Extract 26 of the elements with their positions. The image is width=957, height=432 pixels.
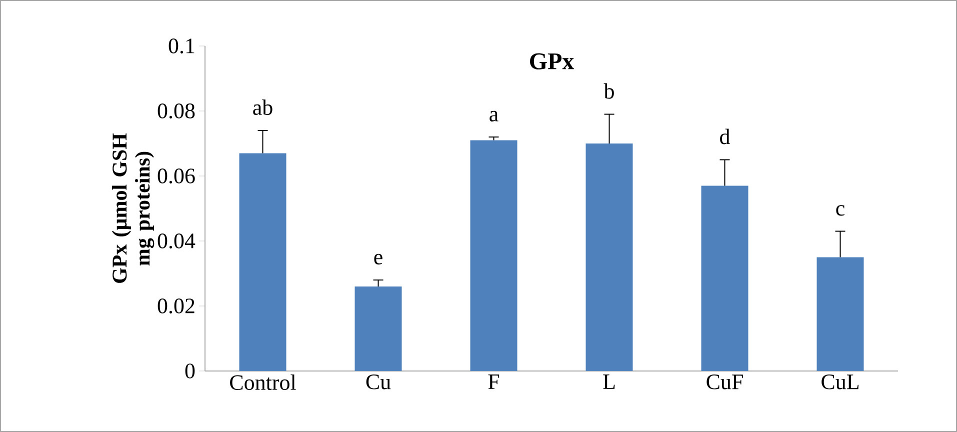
bar bbox=[239, 153, 286, 371]
y-tick-label: 0.08 bbox=[158, 104, 195, 118]
x-tick-label: CuF bbox=[706, 374, 743, 390]
bar bbox=[470, 140, 518, 371]
annotation: d bbox=[720, 128, 730, 144]
annotation: ab bbox=[253, 99, 272, 115]
bar bbox=[354, 286, 402, 371]
y-tick-label: 0.02 bbox=[158, 298, 194, 314]
annotation: e bbox=[374, 254, 382, 264]
y-tick-label: 0.04 bbox=[158, 234, 196, 248]
y-tick-label: 0.1 bbox=[168, 38, 194, 54]
x-tick-label: Control bbox=[230, 374, 296, 390]
y-axis-title: GPx (µmol GSH mg proteins) bbox=[112, 133, 154, 283]
x-tick-label: Cu bbox=[366, 374, 391, 390]
bar bbox=[586, 143, 633, 371]
chart-title: GPx bbox=[530, 53, 574, 70]
x-tick-label: CuL bbox=[822, 374, 858, 390]
bar bbox=[816, 257, 864, 371]
x-tick-label: L bbox=[603, 374, 615, 389]
x-tick-label: F bbox=[488, 374, 500, 389]
annotation: b bbox=[604, 83, 614, 99]
annotation: c bbox=[836, 205, 844, 216]
y-tick-label: 0 bbox=[185, 364, 195, 378]
annotation: a bbox=[490, 110, 498, 122]
y-tick-label: 0.06 bbox=[158, 168, 195, 184]
bar bbox=[701, 186, 748, 371]
